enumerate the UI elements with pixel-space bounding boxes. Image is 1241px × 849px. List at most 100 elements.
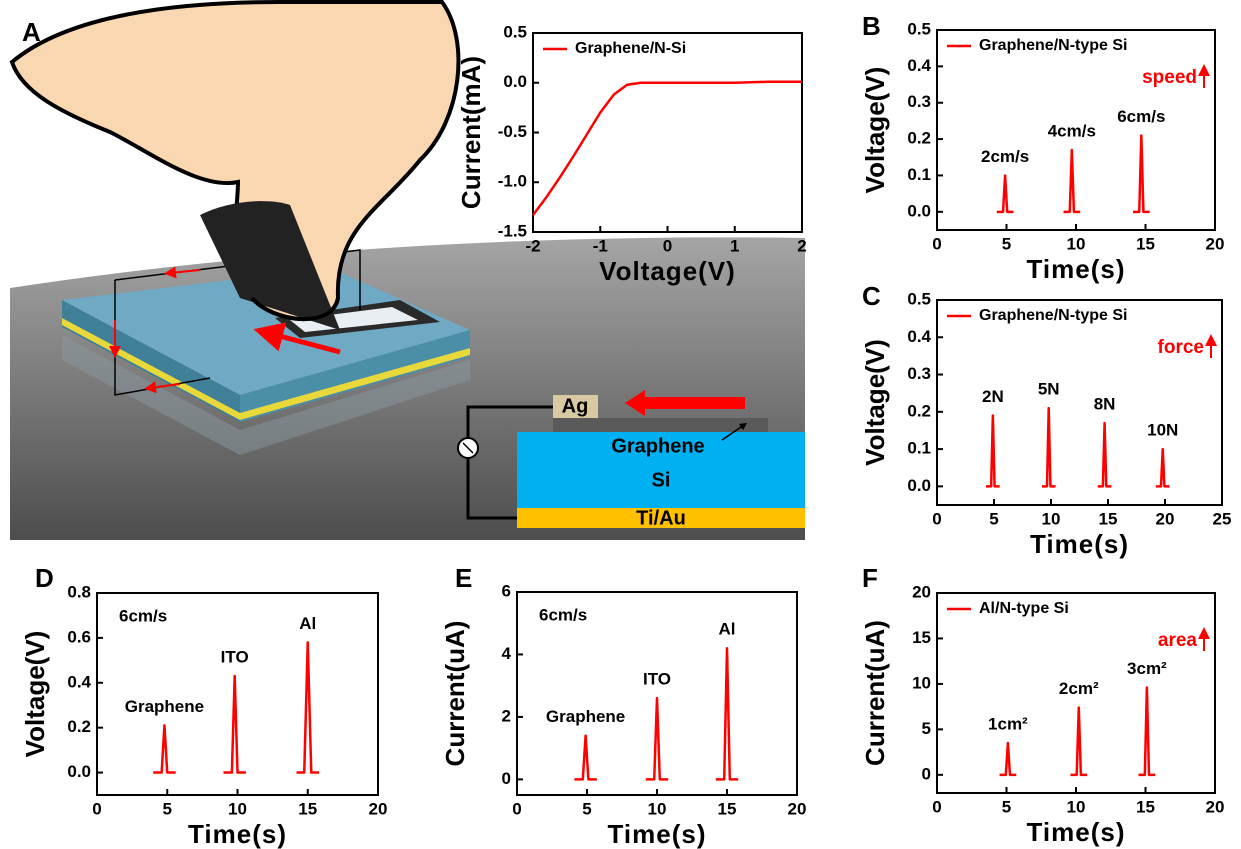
label-graphene: Graphene xyxy=(611,435,704,457)
peak-label: Graphene xyxy=(546,707,625,726)
plot-frame xyxy=(937,300,1222,505)
x-tick-label: 10 xyxy=(1067,234,1086,253)
y-tick-label: 0.8 xyxy=(67,582,91,601)
y-tick-label: 0.0 xyxy=(907,201,931,220)
note: area xyxy=(1158,630,1198,651)
y-tick-label: 6 xyxy=(502,581,511,600)
y-tick-label: 0.5 xyxy=(907,289,931,308)
legend-label: Al/N-type Si xyxy=(979,600,1069,617)
data-line xyxy=(986,408,1170,486)
x-tick-label: 0 xyxy=(92,799,101,818)
y-tick-label: 2 xyxy=(502,706,511,725)
x-tick-label: 5 xyxy=(1002,234,1011,253)
peak-label: 2N xyxy=(982,387,1004,406)
x-tick-label: 0 xyxy=(663,236,672,255)
y-tick-label: 0.3 xyxy=(907,364,931,383)
x-axis-label: Time(s) xyxy=(188,819,287,849)
x-tick-label: 10 xyxy=(228,799,247,818)
x-tick-label: 0 xyxy=(512,799,521,818)
x-axis-label: Voltage(V) xyxy=(599,256,736,286)
peak-label: 4cm/s xyxy=(1048,121,1096,140)
y-axis-label: Voltage(V) xyxy=(860,339,890,466)
y-tick-label: 0.1 xyxy=(907,165,931,184)
y-axis-label: Voltage(V) xyxy=(20,631,50,758)
y-tick-label: 0 xyxy=(922,764,931,783)
x-tick-label: 20 xyxy=(1156,509,1175,528)
y-tick-label: 0.2 xyxy=(907,129,931,148)
x-tick-label: 1 xyxy=(730,236,739,255)
panel-label: F xyxy=(862,563,878,593)
y-tick-label: 4 xyxy=(502,644,512,663)
x-tick-label: 20 xyxy=(369,799,388,818)
x-tick-label: 0 xyxy=(932,234,941,253)
legend-label: Graphene/N-type Si xyxy=(979,307,1127,324)
y-tick-label: -1.5 xyxy=(498,221,527,240)
peak-label: 1cm² xyxy=(988,714,1028,733)
y-axis-label: Voltage(V) xyxy=(860,67,890,194)
y-tick-label: 0 xyxy=(502,769,511,788)
plot-frame xyxy=(533,33,802,232)
y-tick-label: 0.6 xyxy=(67,627,91,646)
x-tick-label: 20 xyxy=(788,799,807,818)
x-axis-label: Time(s) xyxy=(1027,817,1126,847)
peak-label: Al xyxy=(299,614,316,633)
x-tick-label: 25 xyxy=(1213,509,1232,528)
y-tick-label: 0.0 xyxy=(67,762,91,781)
y-tick-label: 20 xyxy=(912,582,931,601)
x-tick-label: 15 xyxy=(1099,509,1118,528)
y-tick-label: 0.2 xyxy=(67,717,91,736)
condition-label: 6cm/s xyxy=(119,606,167,625)
x-tick-label: 15 xyxy=(298,799,317,818)
x-tick-label: 15 xyxy=(1136,234,1155,253)
y-axis-label: Current(uA) xyxy=(440,621,470,767)
label-ag: Ag xyxy=(562,395,589,417)
panel-label: D xyxy=(35,563,54,593)
note: speed xyxy=(1142,67,1197,88)
y-tick-label: 0.3 xyxy=(907,92,931,111)
y-tick-label: 0.5 xyxy=(907,19,931,38)
x-tick-label: 20 xyxy=(1206,234,1225,253)
peak-label: 2cm² xyxy=(1059,679,1099,698)
peak-label: 10N xyxy=(1147,421,1178,440)
x-tick-label: 20 xyxy=(1206,797,1225,816)
condition-label: 6cm/s xyxy=(539,605,587,624)
legend-label: Graphene/N-type Si xyxy=(979,37,1127,54)
x-axis-label: Time(s) xyxy=(608,819,707,849)
x-tick-label: 5 xyxy=(989,509,998,528)
y-tick-label: 0.2 xyxy=(907,401,931,420)
y-tick-label: 0.4 xyxy=(907,56,931,75)
data-line xyxy=(533,82,802,215)
y-tick-label: 10 xyxy=(912,673,931,692)
y-tick-label: -0.5 xyxy=(498,122,527,141)
y-tick-label: -1.0 xyxy=(498,172,527,191)
y-tick-label: 0.1 xyxy=(907,439,931,458)
y-tick-label: 0.4 xyxy=(67,672,91,691)
x-tick-label: 5 xyxy=(1002,797,1011,816)
x-tick-label: 10 xyxy=(648,799,667,818)
y-tick-label: 5 xyxy=(922,719,931,738)
x-axis-label: Time(s) xyxy=(1027,254,1126,284)
label-tiau: Ti/Au xyxy=(636,507,686,529)
panel-label: B xyxy=(862,11,881,41)
label-si: Si xyxy=(652,469,671,491)
y-axis-label: Current(mA) xyxy=(456,56,486,209)
x-tick-label: 10 xyxy=(1042,509,1061,528)
peak-label: ITO xyxy=(221,648,249,667)
panel-label: A xyxy=(22,17,41,47)
peak-label: 8N xyxy=(1094,394,1116,413)
panel-label: E xyxy=(455,563,472,593)
peak-label: ITO xyxy=(643,670,671,689)
x-tick-label: -2 xyxy=(525,236,540,255)
peak-label: Graphene xyxy=(125,697,204,716)
legend-label: Graphene/N-Si xyxy=(575,40,686,57)
peak-label: 3cm² xyxy=(1127,659,1167,678)
y-axis-label: Current(uA) xyxy=(860,620,890,766)
peak-label: 6cm/s xyxy=(1117,107,1165,126)
x-tick-label: 15 xyxy=(1136,797,1155,816)
y-tick-label: 0.5 xyxy=(503,22,527,41)
x-tick-label: 5 xyxy=(582,799,591,818)
y-tick-label: 0.0 xyxy=(503,72,527,91)
note: force xyxy=(1158,337,1204,358)
x-tick-label: 0 xyxy=(932,509,941,528)
y-tick-label: 0.4 xyxy=(907,327,931,346)
